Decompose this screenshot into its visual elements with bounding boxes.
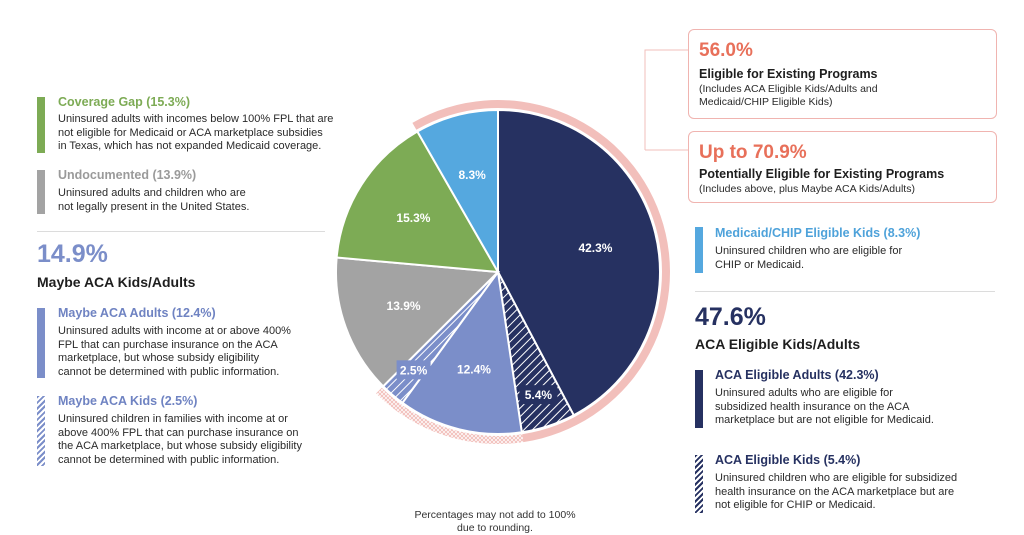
maybe-kids-desc: Uninsured children in families with inco…: [58, 413, 302, 467]
maybe-total-pct: 14.9%: [37, 240, 108, 268]
legend-swatch-green: [37, 97, 45, 153]
maybe-total-label: Maybe ACA Kids/Adults: [37, 274, 196, 290]
desc-line: cannot be determined with public informa…: [58, 453, 280, 466]
medicaid-kids-title: Medicaid/CHIP Eligible Kids (8.3%): [715, 226, 921, 240]
desc-line: FPL that can purchase insurance on the A…: [58, 338, 278, 351]
desc-line: Uninsured children in families with inco…: [58, 413, 288, 425]
undocumented-desc: Uninsured adults and children who are no…: [58, 187, 249, 214]
desc-line: Uninsured children who are eligible for: [715, 245, 903, 257]
desc-line: marketplace but are not eligible for Med…: [715, 414, 934, 426]
maybe-kids-title: Maybe ACA Kids (2.5%): [58, 394, 198, 408]
legend-swatch-slate: [37, 308, 45, 378]
eligibility-ring: [376, 100, 670, 445]
pie-slice-label: 13.9%: [387, 299, 421, 313]
desc-line: (Includes ACA Eligible Kids/Adults and: [699, 83, 878, 95]
pie-labels: 42.3% 5.4% 12.4% 2.5% 13.9% 15.3% 8.3%: [387, 168, 613, 405]
desc-line: Uninsured adults and children who are: [58, 187, 246, 199]
pie-slice: [416, 108, 499, 276]
desc-line: not legally present in the United States…: [58, 200, 250, 213]
desc-line: subsidized health insurance on the ACA: [715, 400, 910, 413]
desc-line: not eligible for Medicaid or ACA marketp…: [58, 126, 323, 139]
desc-line: not eligible for CHIP or Medicaid.: [715, 499, 876, 511]
right-divider: [695, 291, 995, 292]
desc-line: health insurance on the ACA marketplace …: [715, 485, 955, 498]
pie-slice-label: 8.3%: [458, 168, 486, 182]
aca-kids-title: ACA Eligible Kids (5.4%): [715, 453, 861, 467]
potential-desc: (Includes above, plus Maybe ACA Kids/Adu…: [699, 183, 915, 197]
eligible-box: 56.0% Eligible for Existing Programs (In…: [688, 29, 997, 119]
aca-adults-desc: Uninsured adults who are eligible for su…: [715, 387, 934, 428]
aca-kids-desc: Uninsured children who are eligible for …: [715, 472, 957, 513]
eligible-pct: 56.0%: [699, 40, 753, 61]
legend-swatch-sky: [695, 227, 703, 273]
rounding-note: Percentages may not add to 100% due to r…: [405, 509, 585, 535]
pie-slice: [497, 108, 661, 417]
legend-swatch-navy: [695, 370, 703, 428]
pie-slice-label: 12.4%: [457, 363, 491, 377]
undocumented-title: Undocumented (13.9%): [58, 168, 197, 182]
legend-swatch-navy-hatch: [695, 455, 703, 513]
eligible-desc: (Includes ACA Eligible Kids/Adults and M…: [699, 83, 878, 109]
desc-line: CHIP or Medicaid.: [715, 258, 805, 271]
pie-label-background: [396, 360, 431, 380]
desc-line: Uninsured adults who are eligible for: [715, 387, 893, 399]
potential-pct: Up to 70.9%: [699, 142, 807, 163]
aca-adults-title: ACA Eligible Adults (42.3%): [715, 368, 879, 382]
desc-line: Uninsured children who are eligible for …: [715, 472, 958, 484]
eligible-label: Eligible for Existing Programs: [699, 67, 878, 81]
callout-connector: [644, 49, 688, 151]
desc-line: marketplace, but whose subsidy eligibili…: [58, 352, 260, 364]
aca-total-pct: 47.6%: [695, 303, 766, 331]
maybe-adults-desc: Uninsured adults with income at or above…: [58, 325, 291, 379]
pie-slice: [335, 256, 501, 388]
maybe-adults-title: Maybe ACA Adults (12.4%): [58, 306, 216, 320]
desc-line: Medicaid/CHIP Eligible Kids): [699, 96, 833, 108]
pie-slices: [335, 108, 661, 435]
coverage-gap-desc: Uninsured adults with incomes below 100%…: [58, 113, 333, 154]
pie-slice-label: 5.4%: [525, 388, 553, 402]
desc-line: Uninsured adults with income at or above…: [58, 325, 291, 337]
pie-slice-label: 15.3%: [396, 211, 430, 225]
desc-line: in Texas, which has not expanded Medicai…: [58, 140, 322, 152]
pie-slice: [335, 130, 500, 274]
legend-swatch-slate-hatch: [37, 396, 45, 466]
pie-chart: 42.3% 5.4% 12.4% 2.5% 13.9% 15.3% 8.3%: [335, 100, 670, 445]
pie-slice: [401, 269, 523, 435]
medicaid-kids-desc: Uninsured children who are eligible for …: [715, 245, 902, 272]
desc-line: above 400% FPL that can purchase insuran…: [58, 426, 299, 439]
desc-line: (Includes above, plus Maybe ACA Kids/Adu…: [699, 183, 915, 195]
desc-line: the ACA marketplace, but whose subsidy e…: [58, 440, 302, 452]
desc-line: Uninsured adults with incomes below 100%…: [58, 113, 334, 125]
pie-label-background: [519, 385, 558, 405]
left-divider: [37, 231, 325, 232]
legend-swatch-gray: [37, 170, 45, 214]
pie-slice-label: 2.5%: [400, 363, 428, 377]
potential-box: Up to 70.9% Potentially Eligible for Exi…: [688, 131, 997, 203]
potential-label: Potentially Eligible for Existing Progra…: [699, 167, 945, 181]
potential-ring-arc: [376, 387, 524, 445]
aca-total-label: ACA Eligible Kids/Adults: [695, 336, 861, 352]
coverage-gap-title: Coverage Gap (15.3%): [58, 95, 190, 109]
rounding-note-text: Percentages may not add to 100% due to r…: [414, 509, 576, 534]
pie-slice-label: 42.3%: [578, 241, 612, 255]
desc-line: cannot be determined with public informa…: [58, 365, 280, 378]
